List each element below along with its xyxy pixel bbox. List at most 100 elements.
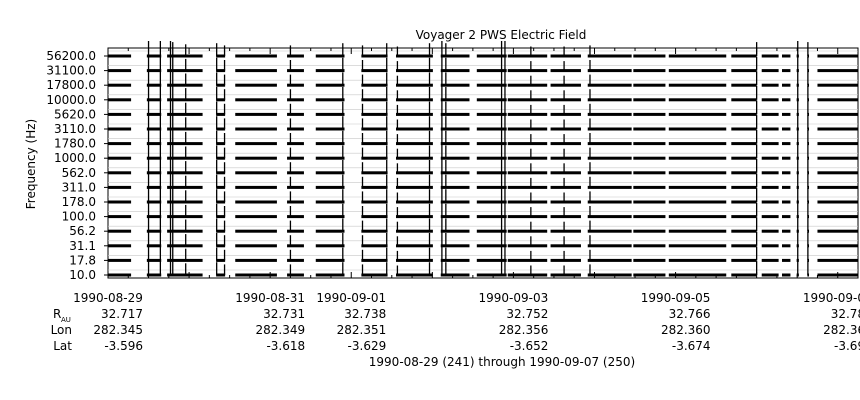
data-band: [167, 156, 203, 160]
data-band: [633, 185, 666, 189]
data-band: [476, 200, 507, 204]
data-band: [396, 244, 433, 248]
data-band: [781, 142, 791, 146]
data-band: [781, 229, 791, 233]
data-band: [781, 112, 791, 116]
data-band: [315, 127, 345, 131]
ephemeris-value-rau: 32.752: [506, 307, 548, 321]
data-band: [108, 156, 132, 160]
data-band: [587, 54, 632, 58]
y-tick-label: 178.0: [62, 195, 96, 209]
data-band: [146, 200, 162, 204]
data-band: [287, 127, 304, 131]
data-band: [817, 112, 858, 116]
data-band: [507, 112, 548, 116]
data-band: [440, 98, 470, 102]
data-band: [396, 98, 433, 102]
data-band: [440, 200, 470, 204]
data-band: [761, 200, 779, 204]
y-tick-label: 10000.0: [46, 93, 96, 107]
data-band: [146, 98, 162, 102]
data-band: [287, 273, 304, 277]
data-band: [146, 244, 162, 248]
data-band: [817, 83, 858, 87]
plot-frame: [107, 47, 859, 279]
data-band: [216, 200, 226, 204]
data-band: [731, 83, 757, 87]
data-band: [476, 54, 507, 58]
data-band: [396, 215, 433, 219]
data-band: [633, 229, 666, 233]
data-band: [817, 200, 858, 204]
data-band: [146, 142, 162, 146]
y-tick-label: 31100.0: [46, 64, 96, 78]
data-band: [361, 185, 388, 189]
data-band: [315, 112, 345, 116]
data-band: [167, 215, 203, 219]
data-band: [361, 69, 388, 73]
data-band: [781, 171, 791, 175]
data-band: [108, 200, 132, 204]
data-band: [507, 229, 548, 233]
data-band: [440, 185, 470, 189]
data-band: [361, 54, 388, 58]
data-band: [315, 83, 345, 87]
data-band: [507, 127, 548, 131]
data-band: [167, 229, 203, 233]
data-band: [108, 127, 132, 131]
plot-area: [104, 41, 859, 279]
data-band: [216, 244, 226, 248]
ephemeris-value-rau: 32.738: [344, 307, 386, 321]
data-band: [476, 215, 507, 219]
data-band: [396, 273, 433, 277]
data-band: [108, 215, 132, 219]
data-band: [440, 54, 470, 58]
data-band: [587, 112, 632, 116]
ephemeris-value-rau: 32.717: [101, 307, 143, 321]
data-band: [633, 69, 666, 73]
data-band: [167, 112, 203, 116]
data-band: [507, 142, 548, 146]
data-band: [146, 54, 162, 58]
data-band: [287, 83, 304, 87]
ephemeris-value-lon: 282.351: [337, 323, 387, 337]
ephemeris-label-lat: Lat: [53, 339, 72, 353]
data-band: [146, 229, 162, 233]
x-tick-label: 1990-08-29: [73, 291, 143, 305]
data-band: [216, 185, 226, 189]
data-band: [235, 54, 277, 58]
data-band: [781, 244, 791, 248]
data-band: [476, 185, 507, 189]
data-band: [167, 142, 203, 146]
data-band: [108, 98, 132, 102]
data-band: [235, 142, 277, 146]
data-band: [633, 83, 666, 87]
data-band: [761, 215, 779, 219]
data-band: [781, 69, 791, 73]
data-band: [396, 258, 433, 262]
data-band: [315, 185, 345, 189]
data-band: [440, 142, 470, 146]
data-band: [476, 127, 507, 131]
data-band: [167, 258, 203, 262]
data-band: [235, 69, 277, 73]
y-tick-label: 562.0: [62, 166, 96, 180]
data-band: [731, 142, 757, 146]
data-band: [396, 127, 433, 131]
y-tick-label: 311.0: [62, 180, 96, 194]
data-band: [550, 244, 581, 248]
data-band: [146, 83, 162, 87]
data-band: [235, 112, 277, 116]
data-band: [287, 200, 304, 204]
data-band: [761, 185, 779, 189]
x-tick-label: 1990-09-07: [803, 291, 860, 305]
x-tick-label: 1990-09-05: [641, 291, 711, 305]
data-band: [216, 156, 226, 160]
data-band: [550, 69, 581, 73]
data-band: [216, 229, 226, 233]
data-band: [440, 215, 470, 219]
data-band: [633, 244, 666, 248]
data-band: [235, 273, 277, 277]
data-band: [633, 54, 666, 58]
data-band: [550, 229, 581, 233]
